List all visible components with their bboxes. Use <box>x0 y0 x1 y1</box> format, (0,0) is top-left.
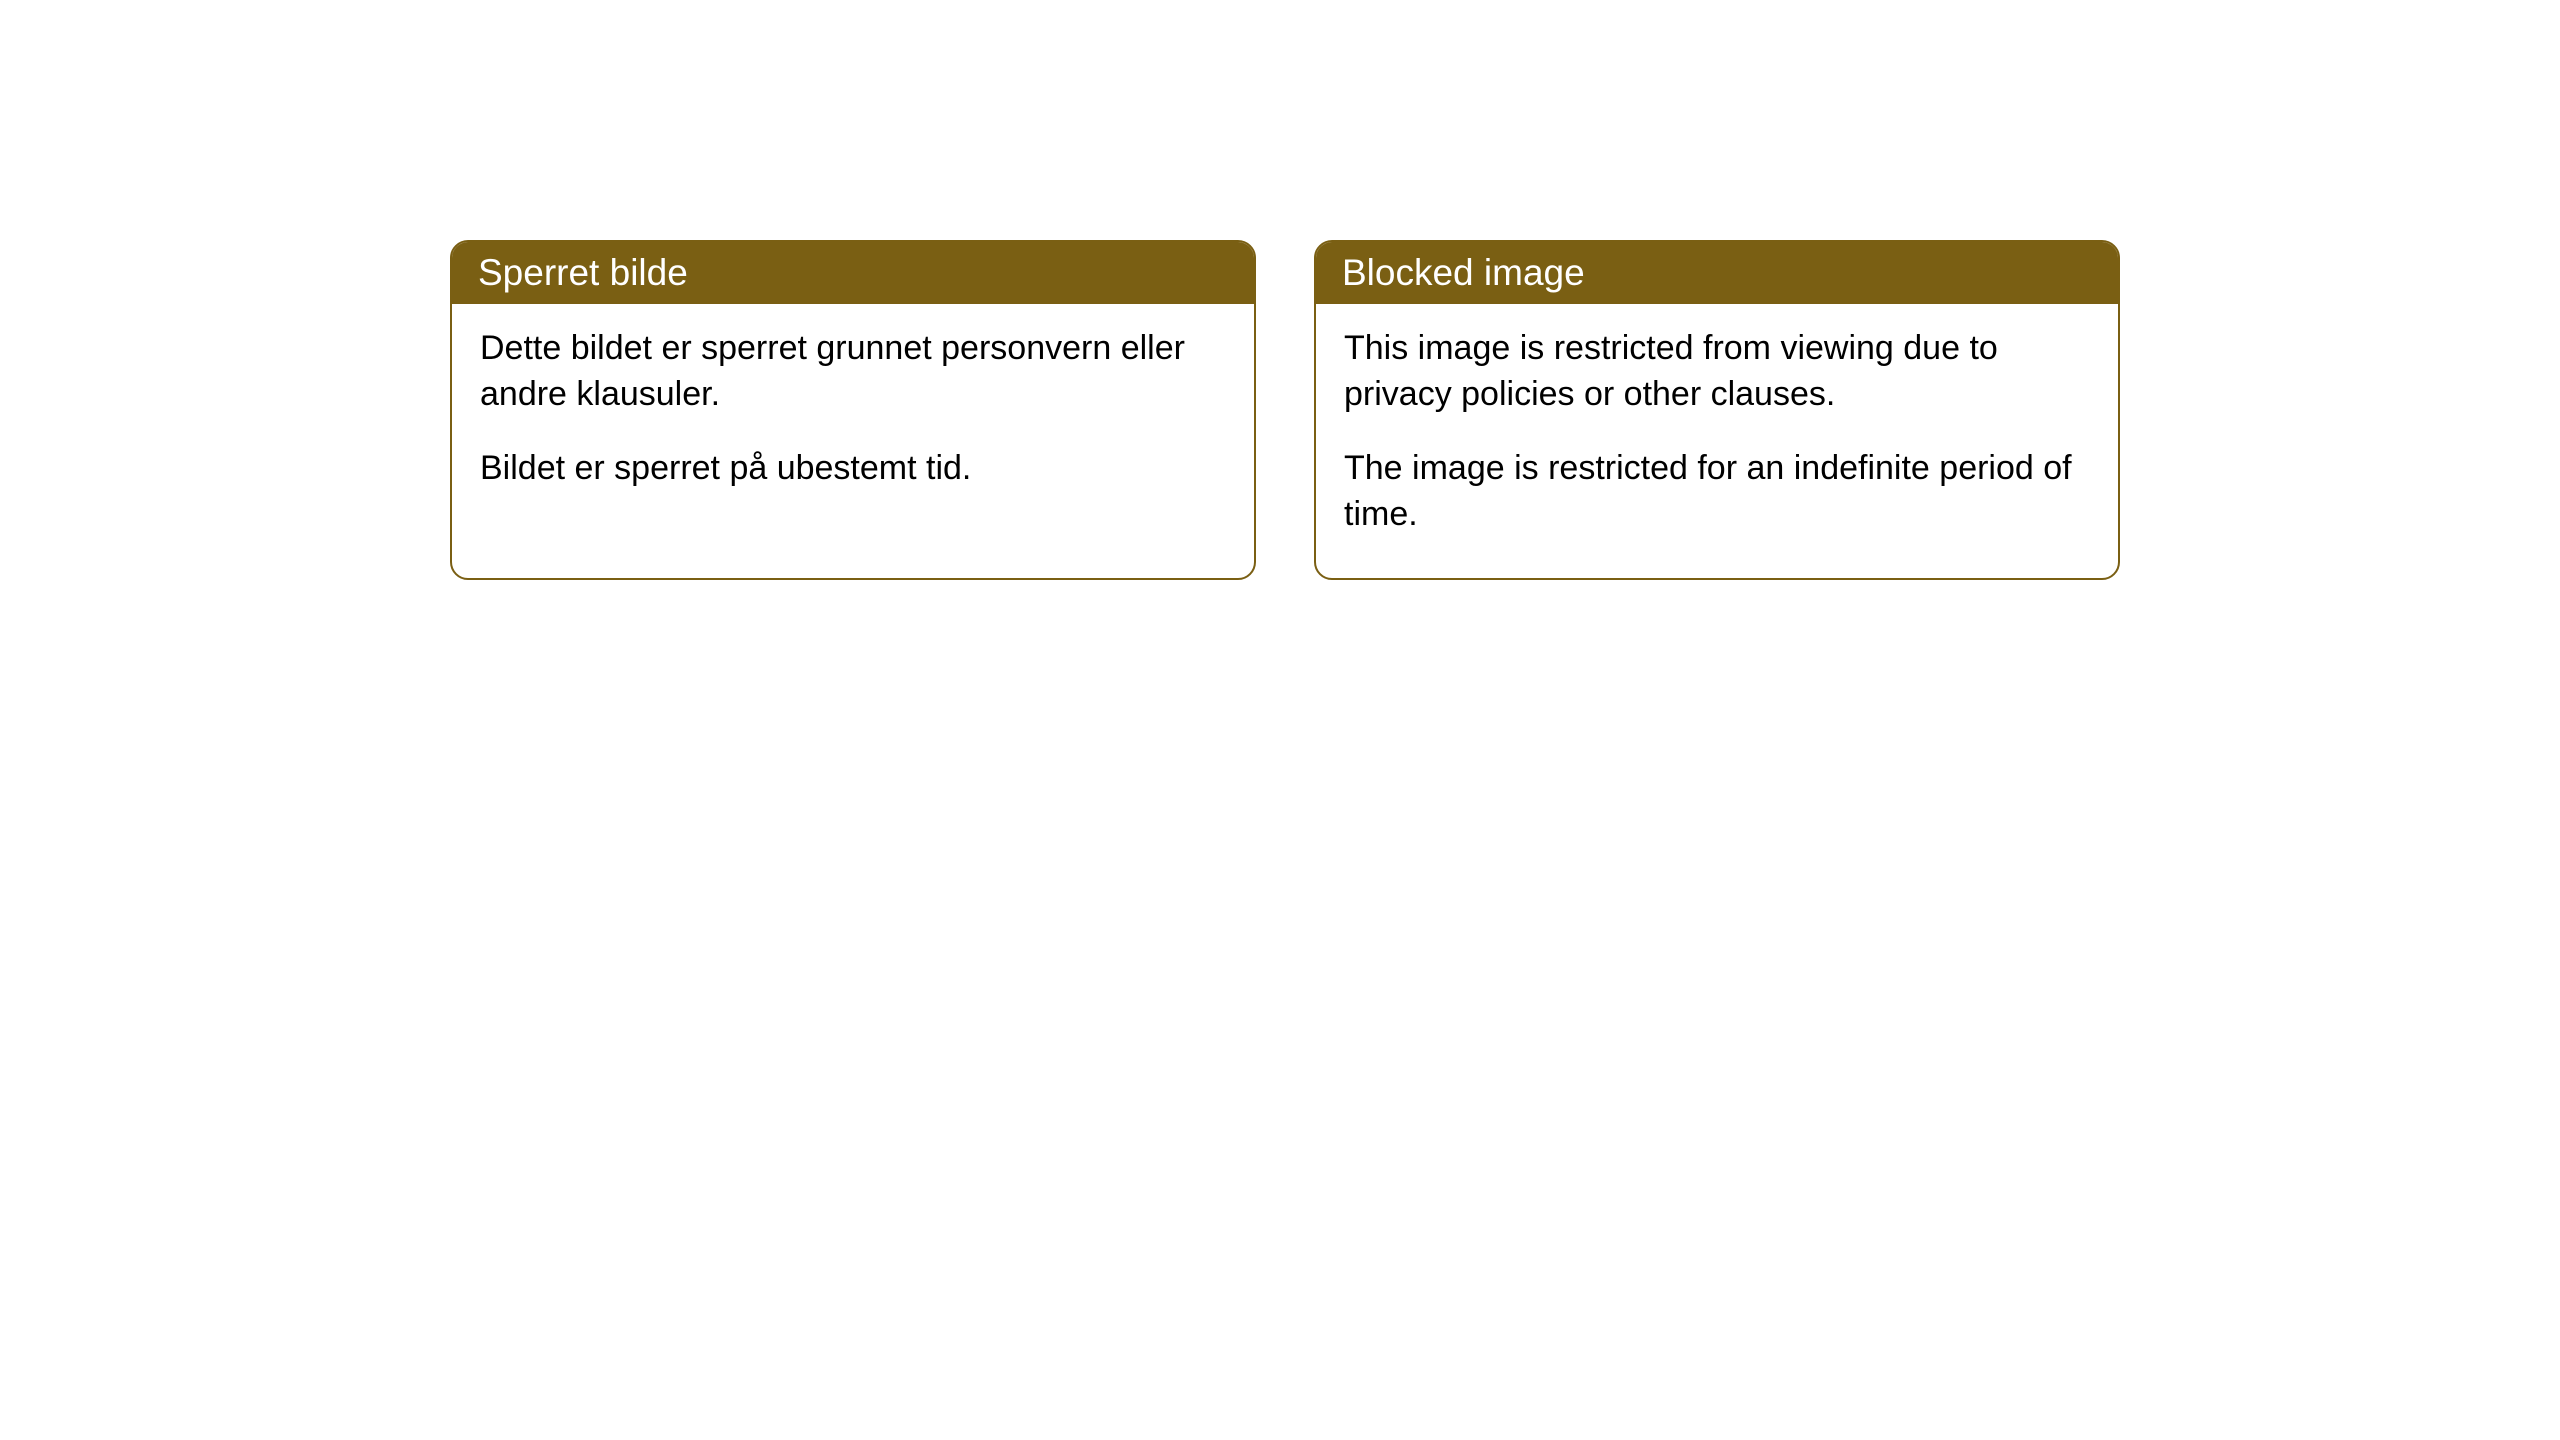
card-body: Dette bildet er sperret grunnet personve… <box>452 304 1254 532</box>
card-header: Blocked image <box>1316 242 2118 304</box>
notice-card-english: Blocked image This image is restricted f… <box>1314 240 2120 580</box>
card-paragraph: Dette bildet er sperret grunnet personve… <box>480 326 1226 418</box>
card-container: Sperret bilde Dette bildet er sperret gr… <box>0 0 2560 580</box>
card-paragraph: The image is restricted for an indefinit… <box>1344 446 2090 538</box>
card-header: Sperret bilde <box>452 242 1254 304</box>
card-paragraph: Bildet er sperret på ubestemt tid. <box>480 446 1226 492</box>
card-body: This image is restricted from viewing du… <box>1316 304 2118 578</box>
card-title: Blocked image <box>1342 252 1585 293</box>
notice-card-norwegian: Sperret bilde Dette bildet er sperret gr… <box>450 240 1256 580</box>
card-title: Sperret bilde <box>478 252 688 293</box>
card-paragraph: This image is restricted from viewing du… <box>1344 326 2090 418</box>
